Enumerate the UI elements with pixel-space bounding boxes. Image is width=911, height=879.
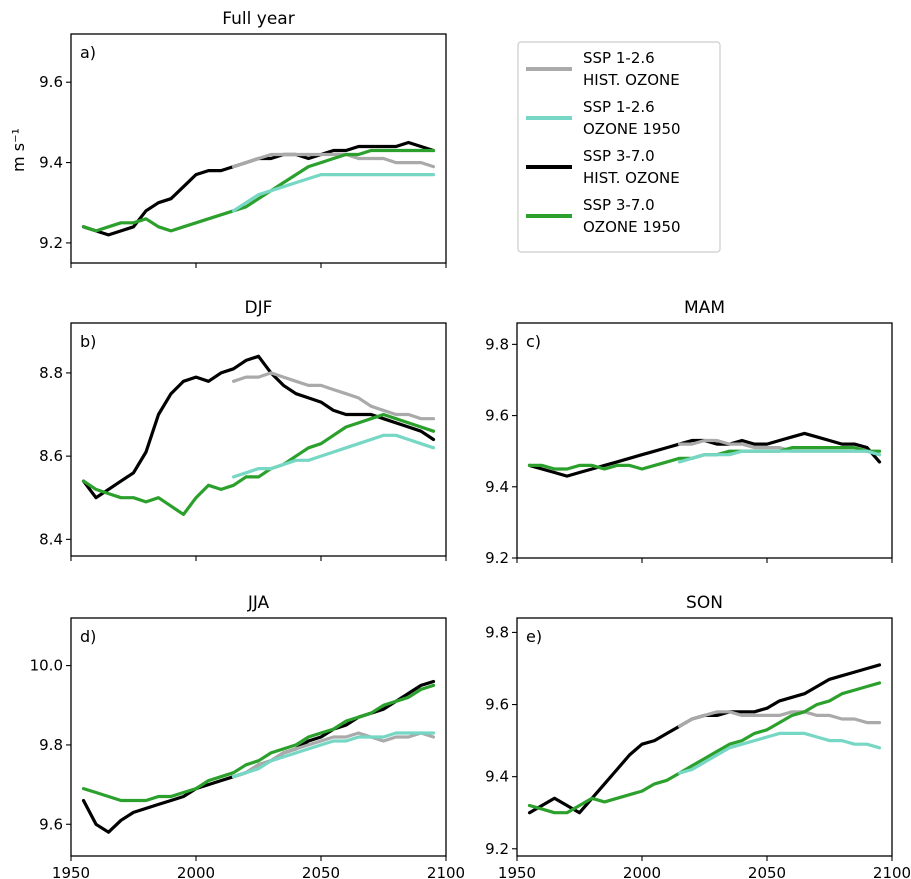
panel-title: SON [686,593,723,613]
panel-letter: a) [80,43,96,62]
y-tick-label: 10.0 [30,657,63,675]
series-ssp-3-7-0-ozone-1950 [81,683,436,803]
panel-title: MAM [684,298,725,318]
panel-letter: d) [80,627,96,646]
y-tick-label: 9.8 [485,623,509,641]
panel-letter: e) [526,627,542,646]
panel-title: Full year [222,9,294,29]
panel-d-frame [70,617,447,857]
x-tick-label: 2000 [623,864,661,879]
panel-c-lines [527,431,882,478]
x-tick-label: 2000 [177,864,215,879]
series-ssp-3-7-0-hist-ozone [81,679,436,834]
legend-label: SSP 3-7.0 [583,147,655,165]
series-ssp-3-7-0-ozone-1950 [527,681,882,815]
series-ssp-3-7-0-ozone-1950 [81,148,436,233]
y-tick-label: 9.4 [485,768,509,786]
x-tick-label: 2100 [427,864,465,879]
panel-e: 9.2 9.4 9.6 9.8 1950 2000 2050 2100 SON e) [485,593,911,879]
panels: 9.2 9.4 9.6 Full year a) 8.4 8.6 8.8 DJF b) 9.2 9.4… [30,9,911,879]
y-tick-label: 9.8 [485,335,509,353]
panel-a-lines [81,140,436,237]
series-ssp-1-2-6-ozone-1950 [231,173,436,213]
x-tick-label: 2050 [748,864,786,879]
panel-letter: b) [80,332,96,351]
panel-b: 8.4 8.6 8.8 DJF b) [39,298,447,561]
panel-title: DJF [245,298,273,318]
panel-c: 9.2 9.4 9.6 9.8 MAM c) [485,298,893,567]
series-ssp-1-2-6-ozone-1950 [677,449,882,464]
legend-label: SSP 3-7.0 [583,196,655,214]
legend-label: HIST. OZONE [583,169,680,187]
panel-d-lines [81,679,436,834]
y-tick-label: 9.8 [39,736,63,754]
legend-label: SSP 1-2.6 [583,49,655,67]
series-ssp-3-7-0-ozone-1950 [81,412,436,517]
series-ssp-1-2-6-ozone-1950 [677,731,882,775]
panel-b-frame [70,322,447,557]
legend-label: OZONE 1950 [583,120,681,138]
x-tick-label: 1950 [498,864,536,879]
series-ssp-1-2-6-hist-ozone [231,371,436,421]
legend-label: HIST. OZONE [583,71,680,89]
y-tick-label: 8.4 [39,530,63,548]
y-tick-label: 9.6 [485,696,509,714]
y-tick-label: 9.6 [39,73,63,91]
y-tick-label: 9.2 [39,234,63,252]
y-tick-label: 9.4 [39,154,63,172]
panel-a-frame [70,33,447,264]
panel-a: 9.2 9.4 9.6 Full year a) [39,9,447,268]
series-ssp-1-2-6-hist-ozone [677,710,882,728]
panel-c-frame [516,322,893,559]
panel-e-frame [516,617,893,857]
y-axis-label: m s⁻¹ [9,128,28,172]
panel-letter: c) [526,332,541,351]
series-ssp-1-2-6-ozone-1950 [231,433,436,479]
y-tick-label: 9.2 [485,840,509,858]
panel-d: 9.6 9.8 10.0 1950 2000 2050 2100 JJA d) [30,593,466,879]
series-ssp-1-2-6-hist-ozone [231,152,436,169]
series-ssp-1-2-6-ozone-1950 [231,731,436,779]
legend-label: SSP 1-2.6 [583,98,655,116]
y-tick-label: 9.2 [485,549,509,567]
legend-label: OZONE 1950 [583,218,681,236]
y-tick-label: 8.6 [39,447,63,465]
panel-e-lines [527,663,882,815]
panel-title: JJA [247,593,270,613]
legend-frame [517,41,721,253]
x-tick-label: 2100 [873,864,911,879]
y-tick-label: 9.6 [485,407,509,425]
y-tick-label: 8.8 [39,364,63,382]
legend: SSP 1-2.6 HIST. OZONE SSP 1-2.6 OZONE 195… [517,41,721,253]
x-tick-label: 1950 [52,864,90,879]
panel-b-lines [81,354,436,517]
y-tick-label: 9.4 [485,478,509,496]
x-tick-label: 2050 [302,864,340,879]
y-tick-label: 9.6 [39,815,63,833]
